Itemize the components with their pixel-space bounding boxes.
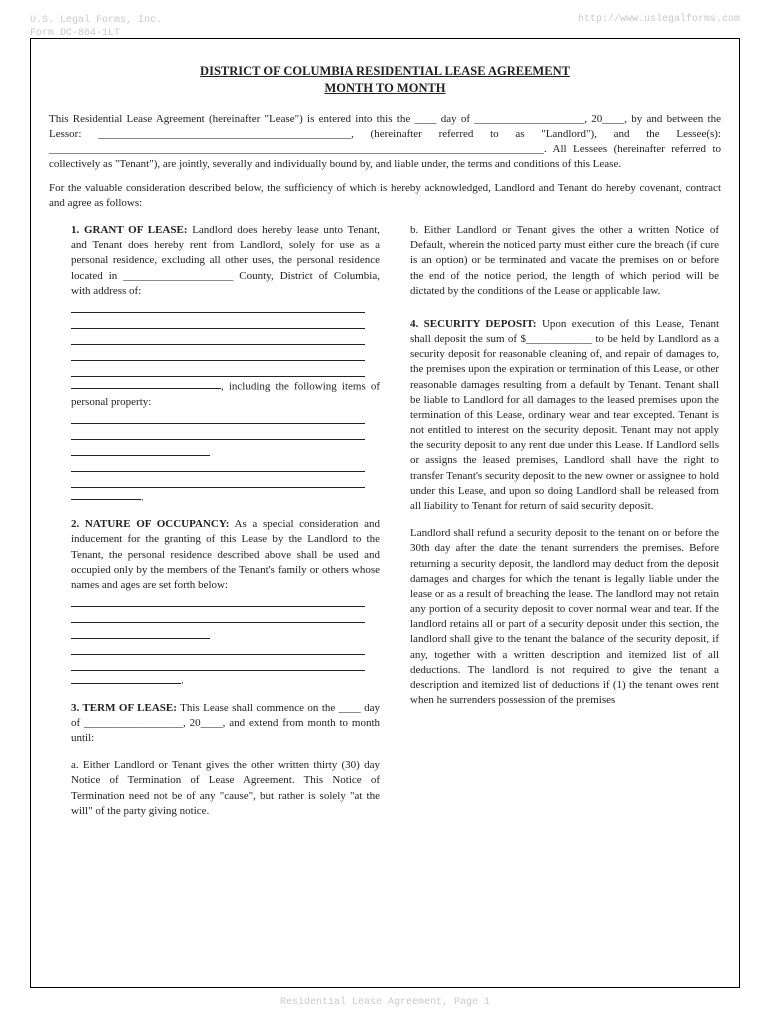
content-area: DISTRICT OF COLUMBIA RESIDENTIAL LEASE A…	[49, 52, 721, 974]
section-1: 1. GRANT OF LEASE: Landlord does hereby …	[71, 223, 380, 505]
section-3: 3. TERM OF LEASE: This Lease shall comme…	[71, 701, 380, 747]
intro-paragraph: This Residential Lease Agreement (herein…	[49, 112, 721, 171]
company-name: U.S. Legal Forms, Inc.	[30, 14, 162, 27]
right-column: b. Either Landlord or Tenant gives the o…	[408, 223, 721, 831]
blank-underline	[71, 490, 141, 500]
intro-paragraph-2: For the valuable consideration described…	[49, 181, 721, 211]
page: U.S. Legal Forms, Inc. Form DC-864-1LT h…	[0, 0, 770, 1024]
section-2: 2. NATURE OF OCCUPANCY: As a special con…	[71, 517, 380, 688]
section-4-body1: Upon execution of this Lease, Tenant sha…	[410, 318, 719, 512]
header-left: U.S. Legal Forms, Inc. Form DC-864-1LT	[30, 14, 162, 40]
page-footer: Residential Lease Agreement, Page 1	[0, 997, 770, 1008]
left-column: 1. GRANT OF LEASE: Landlord does hereby …	[49, 223, 382, 831]
blank-line	[71, 657, 365, 671]
doc-title: DISTRICT OF COLUMBIA RESIDENTIAL LEASE A…	[49, 64, 721, 79]
blank-line	[71, 426, 365, 440]
blank-line	[71, 609, 365, 623]
blank-line	[71, 641, 365, 655]
blank-line	[71, 474, 365, 488]
blank-line	[71, 299, 365, 313]
blank-line	[71, 458, 365, 472]
blank-line	[71, 347, 365, 361]
blank-underline	[71, 379, 221, 389]
section-4-p2: Landlord shall refund a security deposit…	[410, 526, 719, 708]
section-3b: b. Either Landlord or Tenant gives the o…	[410, 223, 719, 299]
blank-line	[71, 625, 210, 639]
section-3a: a. Either Landlord or Tenant gives the o…	[71, 758, 380, 819]
section-4-p1: 4. SECURITY DEPOSIT: Upon execution of t…	[410, 317, 719, 514]
blank-line	[71, 410, 365, 424]
form-number: Form DC-864-1LT	[30, 27, 162, 40]
two-column-body: 1. GRANT OF LEASE: Landlord does hereby …	[49, 223, 721, 831]
blank-line	[71, 593, 365, 607]
section-3-head: 3. TERM OF LEASE:	[71, 702, 177, 714]
blank-underline	[71, 673, 181, 683]
doc-subtitle: MONTH TO MONTH	[49, 81, 721, 96]
blank-line	[71, 315, 365, 329]
section-1-head: 1. GRANT OF LEASE:	[71, 224, 188, 236]
section-2-head: 2. NATURE OF OCCUPANCY:	[71, 518, 229, 530]
blank-line	[71, 363, 365, 377]
header-url: http://www.uslegalforms.com	[578, 14, 740, 25]
section-4-head: 4. SECURITY DEPOSIT:	[410, 318, 537, 330]
blank-line	[71, 442, 210, 456]
blank-line	[71, 331, 365, 345]
